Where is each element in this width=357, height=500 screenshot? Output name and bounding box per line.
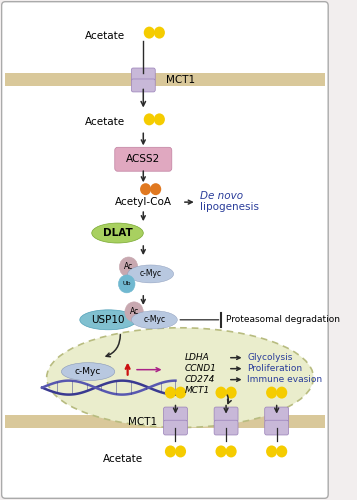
- FancyBboxPatch shape: [164, 407, 187, 422]
- Circle shape: [125, 302, 143, 322]
- Text: CD274: CD274: [185, 375, 215, 384]
- FancyBboxPatch shape: [115, 148, 172, 171]
- Circle shape: [226, 446, 237, 458]
- Text: USP10: USP10: [92, 315, 125, 325]
- Circle shape: [216, 446, 227, 458]
- Text: CCND1: CCND1: [185, 364, 217, 373]
- Text: Ac: Ac: [124, 262, 133, 272]
- FancyBboxPatch shape: [265, 407, 288, 422]
- Text: LDHA: LDHA: [185, 353, 210, 362]
- Circle shape: [175, 386, 186, 398]
- Ellipse shape: [128, 265, 174, 283]
- Circle shape: [154, 26, 165, 38]
- Text: Acetate: Acetate: [85, 30, 125, 40]
- Circle shape: [216, 386, 227, 398]
- Circle shape: [276, 446, 287, 458]
- Text: MCT1: MCT1: [128, 416, 157, 426]
- Circle shape: [150, 183, 161, 195]
- Ellipse shape: [47, 328, 313, 428]
- Text: Acetate: Acetate: [85, 118, 125, 128]
- Circle shape: [165, 446, 176, 458]
- Circle shape: [154, 114, 165, 126]
- Text: lipogenesis: lipogenesis: [200, 202, 259, 212]
- Circle shape: [140, 183, 151, 195]
- FancyBboxPatch shape: [131, 68, 155, 81]
- Circle shape: [266, 386, 277, 398]
- Ellipse shape: [92, 223, 143, 243]
- Circle shape: [144, 26, 155, 38]
- Text: Ub: Ub: [122, 282, 131, 286]
- Text: DLAT: DLAT: [103, 228, 132, 238]
- Text: MCT1: MCT1: [185, 386, 210, 395]
- Ellipse shape: [61, 362, 115, 380]
- Text: c-Myc: c-Myc: [140, 270, 162, 278]
- FancyBboxPatch shape: [214, 407, 238, 422]
- Text: Acetyl-CoA: Acetyl-CoA: [115, 197, 172, 207]
- FancyBboxPatch shape: [164, 420, 187, 435]
- FancyBboxPatch shape: [265, 420, 288, 435]
- Text: ACSS2: ACSS2: [126, 154, 160, 164]
- Text: c-Myc: c-Myc: [143, 316, 165, 324]
- Ellipse shape: [131, 311, 177, 329]
- Text: Glycolysis: Glycolysis: [247, 353, 293, 362]
- Text: Proteasomal degradation: Proteasomal degradation: [226, 316, 340, 324]
- Text: Ac: Ac: [130, 308, 139, 316]
- FancyBboxPatch shape: [214, 420, 238, 435]
- Circle shape: [226, 386, 237, 398]
- Bar: [5, 414, 325, 428]
- Bar: [5, 74, 325, 86]
- FancyBboxPatch shape: [131, 79, 155, 92]
- Text: Immune evasion: Immune evasion: [247, 375, 322, 384]
- Circle shape: [119, 275, 135, 293]
- FancyBboxPatch shape: [2, 2, 328, 498]
- Circle shape: [165, 386, 176, 398]
- Text: De novo: De novo: [200, 191, 243, 201]
- Circle shape: [144, 114, 155, 126]
- Circle shape: [276, 386, 287, 398]
- Circle shape: [119, 257, 138, 277]
- Text: Acetate: Acetate: [103, 454, 143, 464]
- Circle shape: [175, 446, 186, 458]
- Text: c-Myc: c-Myc: [75, 367, 101, 376]
- Circle shape: [266, 446, 277, 458]
- Text: MCT1: MCT1: [166, 75, 195, 85]
- Ellipse shape: [80, 310, 137, 330]
- Text: Proliferation: Proliferation: [247, 364, 302, 373]
